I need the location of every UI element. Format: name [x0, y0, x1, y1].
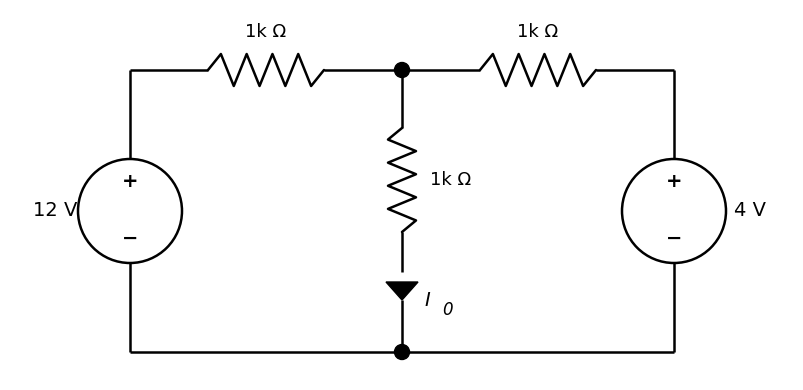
Circle shape — [622, 159, 725, 263]
Text: 1k Ω: 1k Ω — [245, 23, 286, 41]
Text: I: I — [423, 291, 430, 310]
Circle shape — [394, 62, 409, 78]
Text: +: + — [665, 172, 682, 191]
Text: −: − — [122, 229, 138, 248]
Text: 0: 0 — [442, 301, 452, 319]
Text: 4 V: 4 V — [733, 202, 765, 220]
Text: 1k Ω: 1k Ω — [430, 171, 471, 189]
Polygon shape — [385, 282, 418, 300]
Text: +: + — [121, 172, 138, 191]
Circle shape — [78, 159, 181, 263]
Text: 12 V: 12 V — [33, 202, 77, 220]
Circle shape — [394, 344, 409, 360]
Text: 1k Ω: 1k Ω — [517, 23, 558, 41]
Text: −: − — [665, 229, 681, 248]
